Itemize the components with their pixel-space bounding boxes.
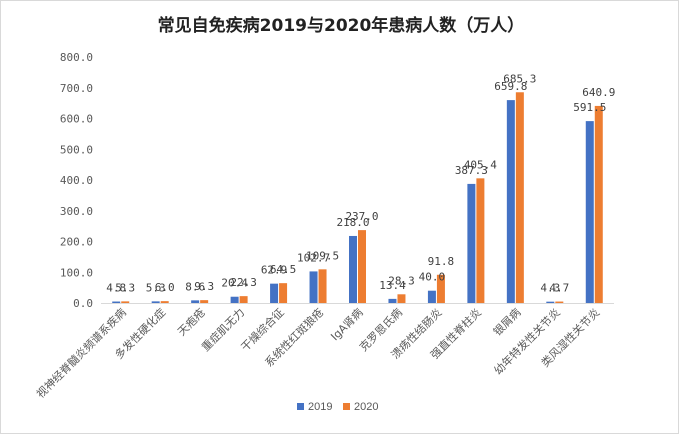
y-axis: 0.0 100.0 200.0 300.0 400.0 500.0 600.0 700.0 80… [60, 51, 93, 310]
data-label-2020: 28.3 [388, 274, 415, 287]
data-label-2019: 13.4 [379, 279, 406, 292]
data-label-2020: 5.3 [115, 281, 135, 294]
bar-2019 [467, 183, 476, 303]
bar-2019 [191, 300, 200, 303]
legend-label-2020: 2020 [354, 401, 378, 413]
data-label-2020: 22.3 [230, 276, 257, 289]
data-label-2019: 4.3 [540, 282, 560, 295]
data-label-2019: 591.5 [573, 101, 606, 114]
x-category-label: 幼年特发性关节炎 [491, 305, 563, 377]
bar-2019 [585, 121, 594, 304]
bar-2020 [318, 269, 327, 303]
bar-2020 [160, 301, 169, 303]
data-label-2020: 4.7 [549, 282, 569, 295]
legend-swatch-2020 [343, 403, 350, 410]
data-label-2019: 5.3 [146, 281, 166, 294]
bar-2020 [200, 300, 209, 303]
bar-2019 [230, 296, 239, 303]
data-label-2019: 218.0 [336, 216, 369, 229]
data-label-2020: 685.3 [503, 72, 536, 85]
bar-2020 [358, 230, 366, 303]
bar-2019 [427, 290, 436, 303]
data-label-2020: 640.9 [582, 86, 615, 99]
bar-2019 [309, 271, 318, 303]
bar-2020 [555, 301, 564, 303]
bar-2020 [436, 274, 445, 303]
data-label-2020: 91.8 [428, 255, 455, 268]
legend-swatch-2019 [297, 403, 304, 410]
x-category-label: 银屑病 [490, 305, 523, 338]
bar-2019 [112, 301, 121, 303]
y-tick-label: 600.0 [60, 113, 93, 126]
y-tick-label: 500.0 [60, 143, 93, 156]
bar-2019 [349, 235, 357, 303]
chart-title: 常见自免疾病2019与2020年患病人数（万人） [158, 15, 525, 36]
data-label-2020: 109.5 [306, 249, 339, 262]
data-label-2019: 659.8 [494, 80, 527, 93]
data-label-2020: 405.4 [464, 158, 497, 171]
y-tick-label: 0.0 [73, 297, 93, 310]
data-label-2019: 40.0 [419, 271, 446, 284]
bars [112, 92, 603, 304]
bar-2020 [476, 178, 485, 303]
y-tick-label: 700.0 [60, 82, 93, 95]
bar-2020 [515, 92, 524, 303]
x-category-label: 天疱疮 [175, 305, 208, 338]
bar-2020 [239, 296, 248, 303]
bar-2020 [121, 301, 130, 303]
legend-label-2019: 2019 [308, 401, 332, 413]
data-label-2020: 64.5 [270, 263, 297, 276]
bar-2020 [279, 283, 288, 303]
data-label-2020: 6.0 [155, 281, 175, 294]
bar-2019 [546, 301, 555, 303]
data-label-2019: 8.6 [185, 280, 205, 293]
data-labels: 4.85.3 5.36.0 8.69.3 20.422.362.964.5102.71… [106, 72, 615, 294]
bar-2020 [397, 294, 406, 303]
legend: 2019 2020 [297, 401, 378, 413]
data-label-2019: 62.9 [261, 264, 288, 277]
data-label-2019: 102.7 [297, 251, 330, 264]
y-tick-label: 300.0 [60, 205, 93, 218]
bar-2019 [270, 283, 279, 303]
bar-2019 [388, 298, 397, 303]
y-tick-label: 200.0 [60, 236, 93, 249]
y-tick-label: 400.0 [60, 174, 93, 187]
bar-2019 [151, 301, 160, 303]
data-label-2019: 20.4 [221, 277, 248, 290]
bar-2020 [594, 105, 603, 303]
data-label-2020: 237.0 [345, 210, 378, 223]
y-tick-label: 800.0 [60, 51, 93, 64]
x-category-label: IgA肾病 [328, 305, 366, 343]
data-label-2020: 9.3 [194, 280, 214, 293]
bar-2019 [506, 100, 515, 303]
data-label-2019: 387.3 [455, 164, 488, 177]
data-label-2019: 4.8 [106, 282, 126, 295]
y-tick-label: 100.0 [60, 266, 93, 279]
